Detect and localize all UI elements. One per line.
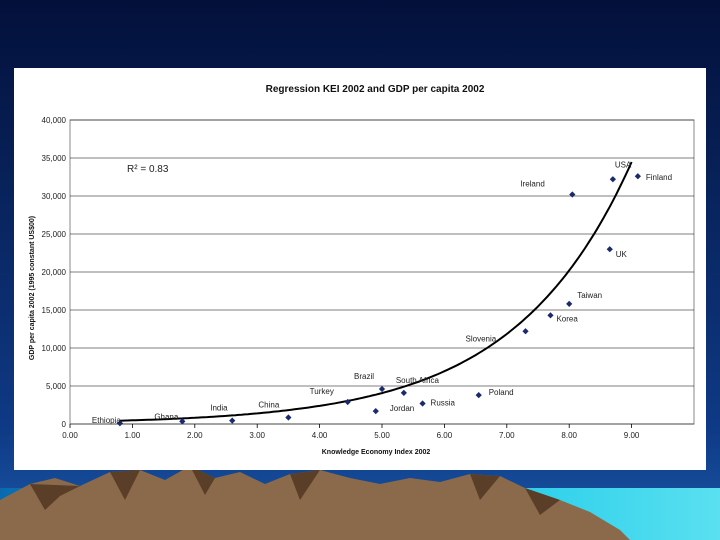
point-label: Korea — [556, 314, 578, 323]
x-axis-title: Knowledge Economy Index 2002 — [322, 449, 431, 456]
data-point — [475, 392, 482, 399]
x-tick-label: 8.00 — [561, 431, 577, 440]
data-point — [400, 389, 407, 396]
data-point — [344, 398, 351, 406]
point-label: Poland — [489, 388, 514, 397]
axis-layer: 0 5,000 10,000 15,000 20,000 25,000 30,000 35,0… — [42, 116, 640, 440]
data-point — [372, 407, 379, 415]
y-tick-label: 35,000 — [42, 154, 67, 163]
x-tick-label: 2.00 — [187, 431, 203, 440]
y-tick-label: 25,000 — [42, 230, 67, 239]
point-label: USA — [615, 160, 632, 169]
grid-layer — [69, 119, 695, 425]
point-label: Ireland — [520, 179, 544, 188]
point-label: China — [258, 401, 279, 410]
mountain-range — [0, 466, 630, 540]
y-tick-label: 5,000 — [46, 382, 67, 391]
point-label: India — [210, 404, 228, 413]
r-squared-label: R² = 0.83 — [127, 164, 169, 175]
x-tick-label: 4.00 — [312, 431, 328, 440]
x-tick-label: 7.00 — [499, 431, 515, 440]
x-tick-label: 3.00 — [249, 431, 265, 440]
data-point — [419, 400, 426, 407]
point-label: Jordan — [390, 404, 414, 413]
data-point — [378, 385, 386, 393]
x-tick-label: 0.00 — [62, 431, 78, 440]
x-tick-label: 9.00 — [624, 431, 640, 440]
point-label: South Africa — [396, 376, 440, 385]
y-tick-label: 20,000 — [42, 268, 67, 277]
data-point — [285, 414, 292, 421]
point-label: Taiwan — [577, 291, 602, 300]
data-point — [179, 418, 186, 425]
x-tick-label: 1.00 — [125, 431, 141, 440]
point-label: Finland — [646, 173, 672, 182]
point-label: UK — [616, 250, 628, 259]
x-tick-label: 5.00 — [374, 431, 390, 440]
y-tick-label: 15,000 — [42, 306, 67, 315]
y-tick-label: 40,000 — [42, 116, 67, 125]
point-label: Turkey — [310, 387, 334, 396]
y-axis-title: GDP per capita 2002 (1995 constant US$00… — [29, 216, 36, 360]
y-tick-label: 30,000 — [42, 192, 67, 201]
trendline-curve — [119, 161, 633, 422]
chart-title: Regression KEI 2002 and GDP per capita 2… — [266, 84, 485, 95]
point-label: Ethiopia — [92, 416, 121, 425]
data-point — [229, 417, 236, 424]
x-tick-label: 6.00 — [437, 431, 453, 440]
point-label: Ghana — [154, 412, 179, 421]
mountain-shadows — [30, 466, 560, 515]
y-tick-label: 10,000 — [42, 344, 67, 353]
points-layer: Ethiopia Ghana India China Turkey Jordan Brazi… — [92, 160, 672, 427]
point-label: Brazil — [354, 372, 374, 381]
point-label: Slovenia — [466, 334, 497, 343]
y-tick-label: 0 — [62, 420, 67, 429]
chart-panel: Regression KEI 2002 and GDP per capita 2… — [14, 68, 706, 470]
scatter-chart: Regression KEI 2002 and GDP per capita 2… — [29, 84, 695, 456]
point-label: Russia — [431, 398, 456, 407]
